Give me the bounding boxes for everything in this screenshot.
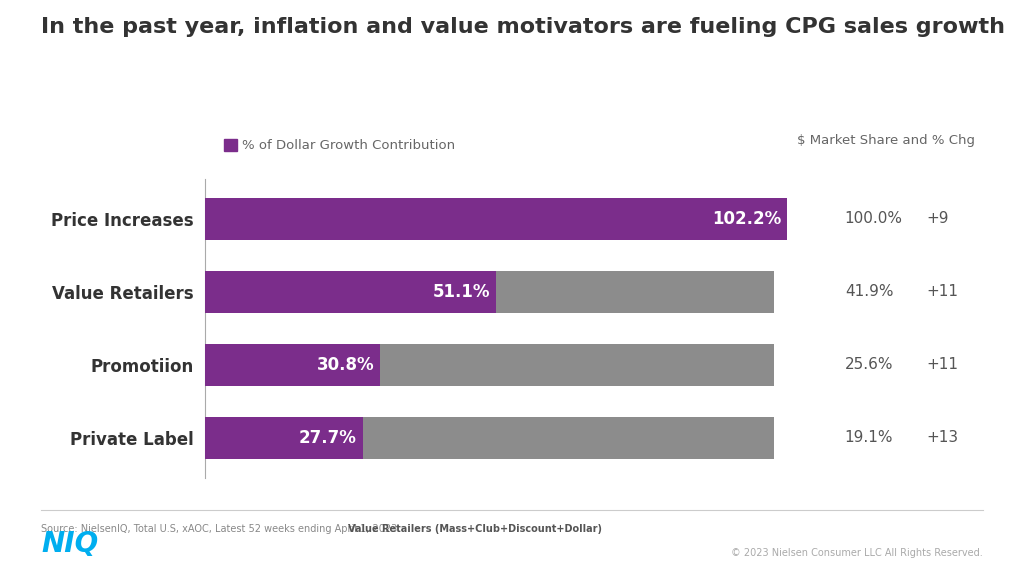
- Bar: [205, 344, 380, 386]
- Bar: [205, 416, 362, 459]
- Bar: [205, 344, 774, 386]
- Text: 25.6%: 25.6%: [845, 357, 893, 372]
- Bar: [205, 198, 774, 240]
- Text: +11: +11: [927, 357, 958, 372]
- Text: +13: +13: [927, 430, 958, 445]
- Text: +9: +9: [927, 211, 949, 226]
- Bar: [205, 416, 774, 459]
- Text: $ Market Share and % Chg: $ Market Share and % Chg: [797, 134, 975, 147]
- Bar: [205, 198, 786, 240]
- Text: In the past year, inflation and value motivators are fueling CPG sales growth: In the past year, inflation and value mo…: [41, 17, 1005, 37]
- Text: 30.8%: 30.8%: [316, 356, 375, 374]
- Text: 102.2%: 102.2%: [712, 210, 781, 228]
- Text: 41.9%: 41.9%: [845, 285, 893, 300]
- Text: NIQ: NIQ: [41, 530, 98, 558]
- Text: Source: NielsenIQ, Total U.S, xAOC, Latest 52 weeks ending April 1, 2023: Source: NielsenIQ, Total U.S, xAOC, Late…: [41, 524, 397, 534]
- Text: Value Retailers (Mass+Club+Discount+Dollar): Value Retailers (Mass+Club+Discount+Doll…: [348, 524, 602, 534]
- Text: % of Dollar Growth Contribution: % of Dollar Growth Contribution: [242, 139, 455, 151]
- Text: 51.1%: 51.1%: [432, 283, 490, 301]
- Text: © 2023 Nielsen Consumer LLC All Rights Reserved.: © 2023 Nielsen Consumer LLC All Rights R…: [731, 548, 983, 558]
- Text: 27.7%: 27.7%: [299, 429, 356, 447]
- Text: 100.0%: 100.0%: [845, 211, 903, 226]
- Text: +11: +11: [927, 285, 958, 300]
- Bar: [205, 271, 774, 313]
- Text: 19.1%: 19.1%: [845, 430, 893, 445]
- Bar: [205, 271, 496, 313]
